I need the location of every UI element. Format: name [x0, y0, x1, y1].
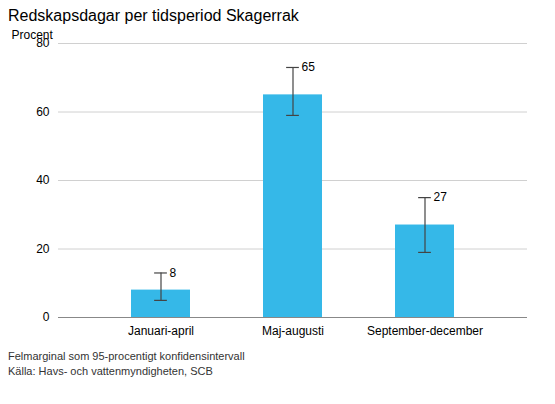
svg-text:40: 40: [36, 174, 50, 188]
svg-text:Maj-augusti: Maj-augusti: [262, 324, 324, 338]
html-text:Felmarginal som 95-procentigt: Felmarginal som 95-procentigt konfidensi…: [8, 350, 245, 363]
svg-text:27: 27: [434, 191, 448, 205]
svg-text:September-december: September-december: [367, 324, 483, 338]
svg-text:Procent: Procent: [12, 28, 54, 42]
svg-text:Januari-april: Januari-april: [128, 324, 194, 338]
html-text:Källa: Havs- och vattenmyndigh: Källa: Havs- och vattenmyndigheten, SCB: [8, 365, 213, 377]
html-text:Redskapsdagar per tidsperiod S: Redskapsdagar per tidsperiod Skagerrak: [8, 7, 299, 24]
svg-text:80: 80: [36, 36, 50, 51]
svg-text:65: 65: [302, 61, 316, 75]
svg-text:20: 20: [36, 242, 50, 256]
svg-text:8: 8: [170, 266, 177, 280]
svg-text:0: 0: [43, 311, 50, 325]
svg-text:60: 60: [36, 105, 50, 119]
